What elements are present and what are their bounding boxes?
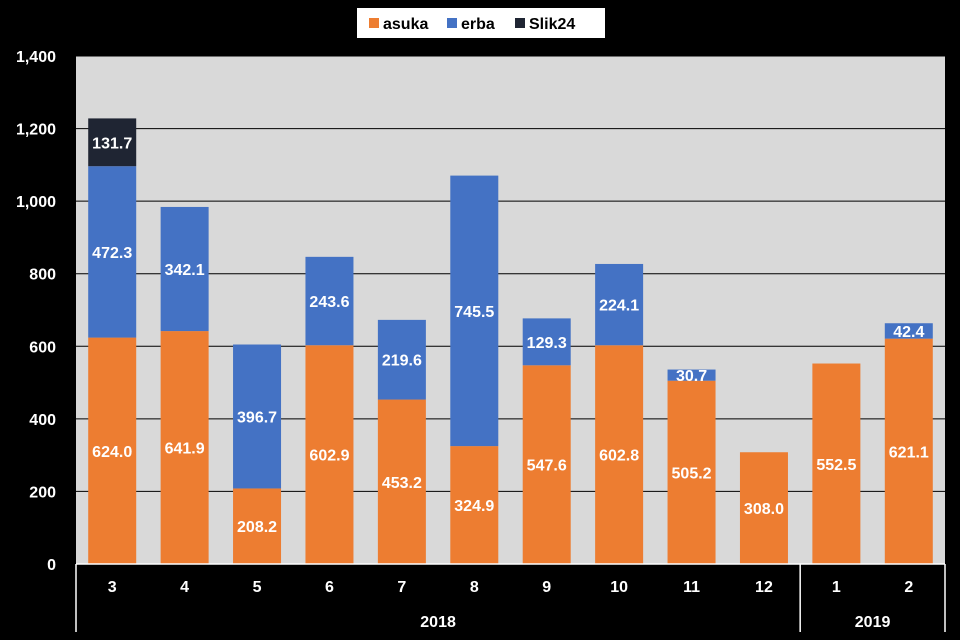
data-label: 208.2 <box>237 519 277 536</box>
bar-erba <box>233 344 282 489</box>
x-tick-label: 2 <box>904 579 913 596</box>
x-tick-label: 5 <box>253 579 262 596</box>
y-tick-label: 1,400 <box>16 49 56 66</box>
legend-label-Slik24: Slik24 <box>529 16 575 33</box>
bar-asuka <box>884 338 933 564</box>
data-label: 30.7 <box>676 368 707 385</box>
data-label: 131.7 <box>92 135 132 152</box>
bar-Slik24 <box>88 118 137 167</box>
bar-asuka <box>233 488 282 564</box>
legend-label-erba: erba <box>461 16 495 33</box>
y-tick-label: 1,200 <box>16 122 56 139</box>
y-tick-label: 400 <box>29 412 56 429</box>
data-label: 342.1 <box>165 262 205 279</box>
data-label: 308.0 <box>744 501 784 518</box>
bar-erba <box>160 206 209 332</box>
data-label: 602.9 <box>309 448 349 465</box>
legend-swatch-Slik24 <box>515 18 525 28</box>
bar-erba <box>884 323 933 339</box>
bar-erba <box>450 175 499 447</box>
data-label: 745.5 <box>454 304 494 321</box>
data-label: 624.0 <box>92 444 132 461</box>
x-tick-label: 9 <box>542 579 551 596</box>
bar-asuka <box>667 380 716 564</box>
group-label: 2018 <box>420 614 456 631</box>
gridlines <box>76 55 945 492</box>
x-tick-label: 7 <box>397 579 406 596</box>
data-label: 224.1 <box>599 298 639 315</box>
data-label: 324.9 <box>454 498 494 515</box>
bar-asuka <box>522 365 571 564</box>
data-label: 453.2 <box>382 475 422 492</box>
x-tick-label: 8 <box>470 579 479 596</box>
x-tick-label: 4 <box>180 579 189 596</box>
data-label: 129.3 <box>527 335 567 352</box>
x-tick-label: 12 <box>755 579 773 596</box>
data-label: 505.2 <box>672 465 712 482</box>
y-tick-label: 0 <box>47 557 56 574</box>
y-axis: 0 200 400 600 800 1,000 1,200 1,400 <box>16 49 56 574</box>
legend-swatch-erba <box>447 18 457 28</box>
x-tick-label: 11 <box>683 579 700 596</box>
y-tick-label: 600 <box>29 339 56 356</box>
legend: asuka erba Slik24 <box>357 8 605 38</box>
legend-swatch-asuka <box>369 18 379 28</box>
bars <box>88 118 933 564</box>
data-label: 396.7 <box>237 409 277 426</box>
data-label: 219.6 <box>382 353 422 370</box>
bar-asuka <box>88 337 137 564</box>
y-tick-label: 800 <box>29 267 56 284</box>
group-label: 2019 <box>855 614 891 631</box>
bar-erba <box>595 263 644 346</box>
data-label: 552.5 <box>816 457 856 474</box>
bar-asuka <box>450 446 499 564</box>
data-labels: 624.0 472.3 131.7 641.9 342.1 208.2 396.7 602.9… <box>92 135 929 536</box>
y-tick-label: 1,000 <box>16 194 56 211</box>
x-tick-label: 6 <box>325 579 334 596</box>
data-label: 621.1 <box>889 444 929 461</box>
x-tick-label: 3 <box>108 579 117 596</box>
data-label: 641.9 <box>165 441 205 458</box>
data-label: 472.3 <box>92 245 132 262</box>
bar-asuka <box>739 452 788 564</box>
bar-asuka <box>305 345 354 564</box>
bar-asuka <box>377 399 426 564</box>
bar-erba <box>522 318 571 366</box>
bar-erba <box>377 319 426 400</box>
legend-box <box>357 8 605 38</box>
data-label: 547.6 <box>527 458 567 475</box>
bar-erba <box>88 166 137 338</box>
bar-asuka <box>595 345 644 564</box>
bar-erba <box>305 256 354 346</box>
bar-asuka <box>160 331 209 564</box>
bar-asuka <box>812 363 861 564</box>
y-tick-label: 200 <box>29 484 56 501</box>
x-tick-label: 1 <box>832 579 841 596</box>
data-label: 243.6 <box>309 294 349 311</box>
plot-area <box>76 56 945 564</box>
bar-erba <box>667 369 716 381</box>
x-tick-label: 10 <box>610 579 628 596</box>
data-label: 602.8 <box>599 448 639 465</box>
data-label: 42.4 <box>893 324 924 341</box>
legend-label-asuka: asuka <box>383 16 428 33</box>
